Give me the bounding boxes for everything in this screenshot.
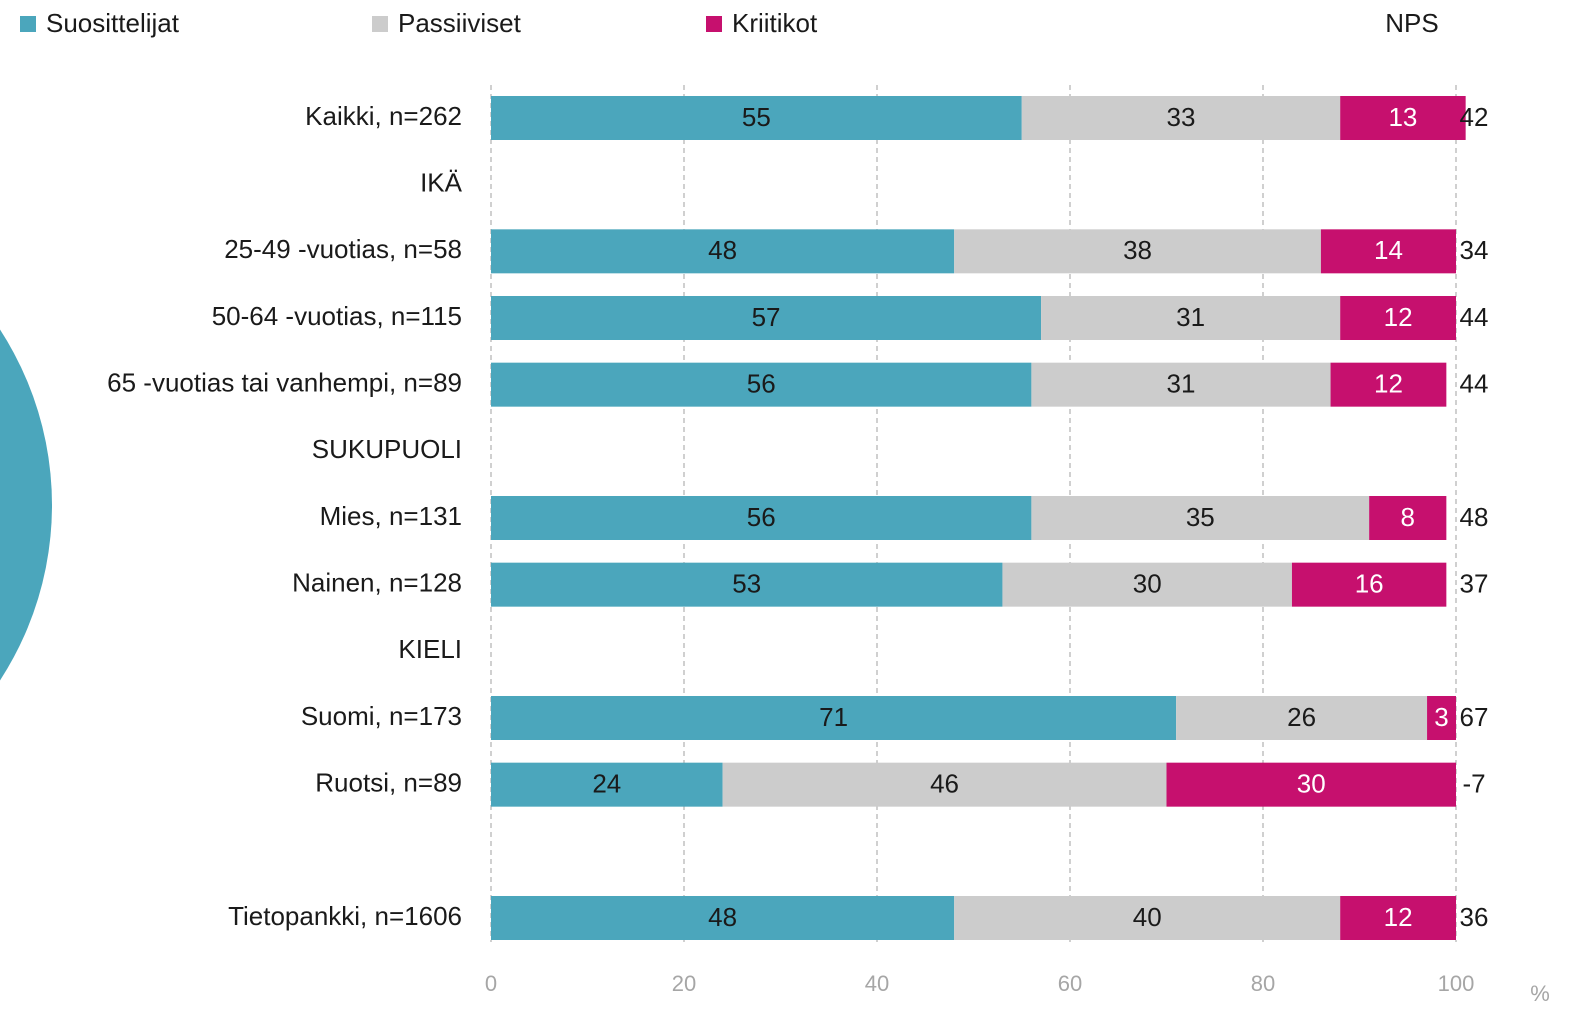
data-label: 31	[1176, 302, 1205, 332]
legend-swatch	[706, 16, 722, 32]
bar-segment	[491, 362, 1032, 407]
bar-segment	[491, 96, 1022, 140]
data-label: 48	[708, 235, 737, 265]
category-label: SUKUPUOLI	[312, 434, 462, 464]
legend-label: Passiiviset	[398, 8, 522, 38]
data-label: 56	[747, 502, 776, 532]
bar-segment	[491, 762, 723, 807]
legend-label: Kriitikot	[732, 8, 818, 38]
legend-label: Suosittelijat	[46, 8, 180, 38]
bar-segment	[491, 496, 1032, 540]
nps-value: 42	[1460, 102, 1489, 132]
x-tick-label: 100	[1438, 971, 1475, 996]
bar-segment	[1291, 562, 1447, 607]
x-tick-label: 0	[485, 971, 497, 996]
x-tick-label: 40	[865, 971, 889, 996]
nps-value: 34	[1460, 235, 1489, 265]
nps-value: 36	[1460, 902, 1489, 932]
data-label: 53	[732, 569, 761, 599]
bar-segment	[1002, 562, 1292, 607]
category-label: Nainen, n=128	[292, 568, 462, 598]
nps-value: 48	[1460, 502, 1489, 532]
data-label: 3	[1434, 702, 1448, 732]
bar-segment	[1320, 229, 1456, 274]
legend-swatch	[372, 16, 388, 32]
category-label: Ruotsi, n=89	[315, 768, 462, 798]
data-label: 30	[1297, 769, 1326, 799]
bar-segment	[1340, 296, 1456, 340]
x-unit: %	[1530, 981, 1550, 1006]
bar-segment	[491, 296, 1042, 340]
bar-segment	[491, 229, 955, 274]
category-label: 25-49 -vuotias, n=58	[224, 234, 462, 264]
data-label: 55	[742, 102, 771, 132]
x-tick-label: 80	[1251, 971, 1275, 996]
bar-segment	[1340, 896, 1456, 940]
data-label: 38	[1123, 235, 1152, 265]
bar-segment	[1369, 496, 1447, 540]
data-label: 31	[1167, 369, 1196, 399]
x-tick-label: 20	[672, 971, 696, 996]
bar-segment	[491, 896, 955, 940]
bar-segment	[1330, 362, 1447, 407]
category-label: Kaikki, n=262	[305, 101, 462, 131]
data-label: 57	[752, 302, 781, 332]
data-label: 12	[1384, 902, 1413, 932]
bar-segment	[1176, 696, 1428, 740]
category-label: Suomi, n=173	[301, 701, 462, 731]
bar-segment	[954, 896, 1341, 940]
bar-segment	[1166, 762, 1456, 807]
data-label: 8	[1401, 502, 1415, 532]
nps-value: 44	[1460, 302, 1489, 332]
nps-value: 67	[1460, 702, 1489, 732]
nps-header: NPS	[1385, 8, 1438, 38]
bar-segment	[491, 562, 1003, 607]
legend-swatch	[20, 16, 36, 32]
decorative-circle	[0, 329, 52, 681]
data-label: 46	[930, 769, 959, 799]
data-label: 48	[708, 902, 737, 932]
category-label: Tietopankki, n=1606	[228, 901, 462, 931]
category-label: 65 -vuotias tai vanhempi, n=89	[107, 368, 462, 398]
data-label: 12	[1384, 302, 1413, 332]
data-label: 35	[1186, 502, 1215, 532]
data-label: 40	[1133, 902, 1162, 932]
data-label: 12	[1374, 369, 1403, 399]
data-label: 30	[1133, 569, 1162, 599]
bar-segment	[491, 696, 1177, 740]
data-label: 16	[1355, 569, 1384, 599]
nps-value: 44	[1460, 369, 1489, 399]
data-label: 13	[1388, 102, 1417, 132]
bar-segment	[1427, 696, 1456, 740]
bar-segment	[1340, 96, 1466, 140]
data-label: 71	[819, 702, 848, 732]
category-label: KIELI	[398, 634, 462, 664]
bar-segment	[954, 229, 1321, 274]
data-label: 26	[1287, 702, 1316, 732]
nps-value: 37	[1460, 569, 1489, 599]
bar-segment	[1031, 362, 1331, 407]
bar-segment	[1021, 96, 1341, 140]
category-label: IKÄ	[420, 168, 463, 198]
x-tick-label: 60	[1058, 971, 1082, 996]
category-label: Mies, n=131	[320, 501, 462, 531]
data-label: 24	[592, 769, 621, 799]
data-label: 33	[1167, 102, 1196, 132]
bar-segment	[1041, 296, 1341, 340]
data-label: 14	[1374, 235, 1403, 265]
nps-value: -7	[1462, 769, 1485, 799]
bar-segment	[722, 762, 1167, 807]
data-label: 56	[747, 369, 776, 399]
bar-segment	[1031, 496, 1370, 540]
category-label: 50-64 -vuotias, n=115	[212, 301, 462, 331]
